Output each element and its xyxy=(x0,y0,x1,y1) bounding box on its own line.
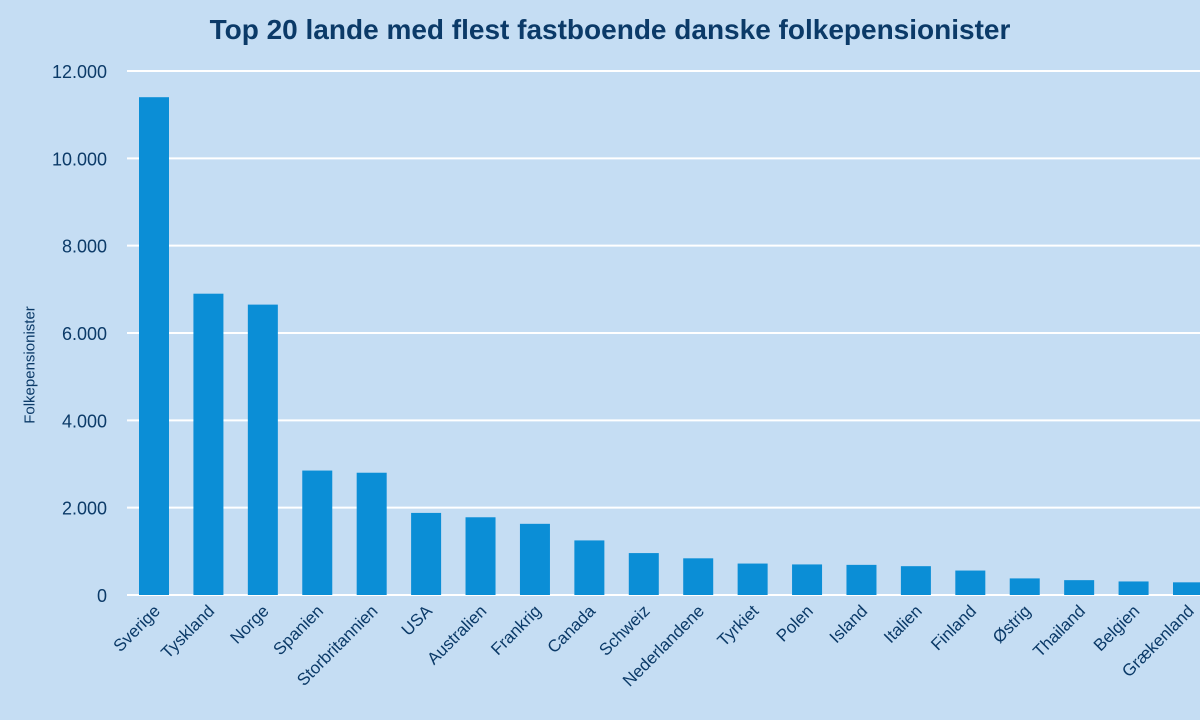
y-tick-label: 2.000 xyxy=(62,499,107,519)
x-tick-label: Island xyxy=(826,601,872,647)
bar xyxy=(1118,581,1149,595)
y-tick-label: 6.000 xyxy=(62,324,107,344)
x-tick-label: Østrig xyxy=(989,601,1034,646)
y-tick-label: 12.000 xyxy=(52,62,107,82)
x-tick-label: Australien xyxy=(423,601,490,668)
bar xyxy=(1173,582,1200,595)
x-tick-label: USA xyxy=(398,601,437,640)
bar xyxy=(1064,580,1095,595)
bar xyxy=(737,563,768,595)
bar xyxy=(574,540,605,595)
x-tick-label: Frankrig xyxy=(487,601,545,659)
y-tick-label: 4.000 xyxy=(62,411,107,431)
bar xyxy=(900,566,931,595)
x-tick-label: Polen xyxy=(773,601,817,645)
bar xyxy=(247,304,278,595)
bar xyxy=(1009,578,1040,595)
bar xyxy=(411,512,442,595)
gridlines xyxy=(127,70,1200,596)
x-tick-label: Italien xyxy=(880,601,926,647)
x-tick-label: Tyskland xyxy=(157,601,218,662)
bars xyxy=(139,97,1200,595)
y-tick-label: 8.000 xyxy=(62,237,107,257)
bar xyxy=(683,558,714,595)
x-tick-label: Norge xyxy=(226,601,272,647)
y-axis-ticks: 0 2.000 4.000 6.000 8.000 10.000 12.000 xyxy=(52,62,107,606)
bar xyxy=(302,470,333,595)
y-tick-label: 0 xyxy=(97,586,107,606)
x-tick-label: Tyrkiet xyxy=(714,601,763,650)
bar xyxy=(628,553,659,595)
bar xyxy=(955,570,986,595)
bar xyxy=(356,472,387,595)
x-tick-label: Belgien xyxy=(1090,601,1144,655)
chart-title: Top 20 lande med flest fastboende danske… xyxy=(209,14,1011,45)
x-tick-label: Sverige xyxy=(110,601,164,655)
bar xyxy=(792,564,823,595)
bar xyxy=(846,564,877,595)
bar xyxy=(139,97,169,595)
x-tick-label: Finland xyxy=(927,601,980,654)
x-tick-label: Canada xyxy=(544,601,600,657)
bar xyxy=(519,523,550,595)
x-tick-label: Thailand xyxy=(1029,601,1089,661)
bar xyxy=(193,293,224,595)
bar xyxy=(465,517,496,595)
y-tick-label: 10.000 xyxy=(52,149,107,169)
